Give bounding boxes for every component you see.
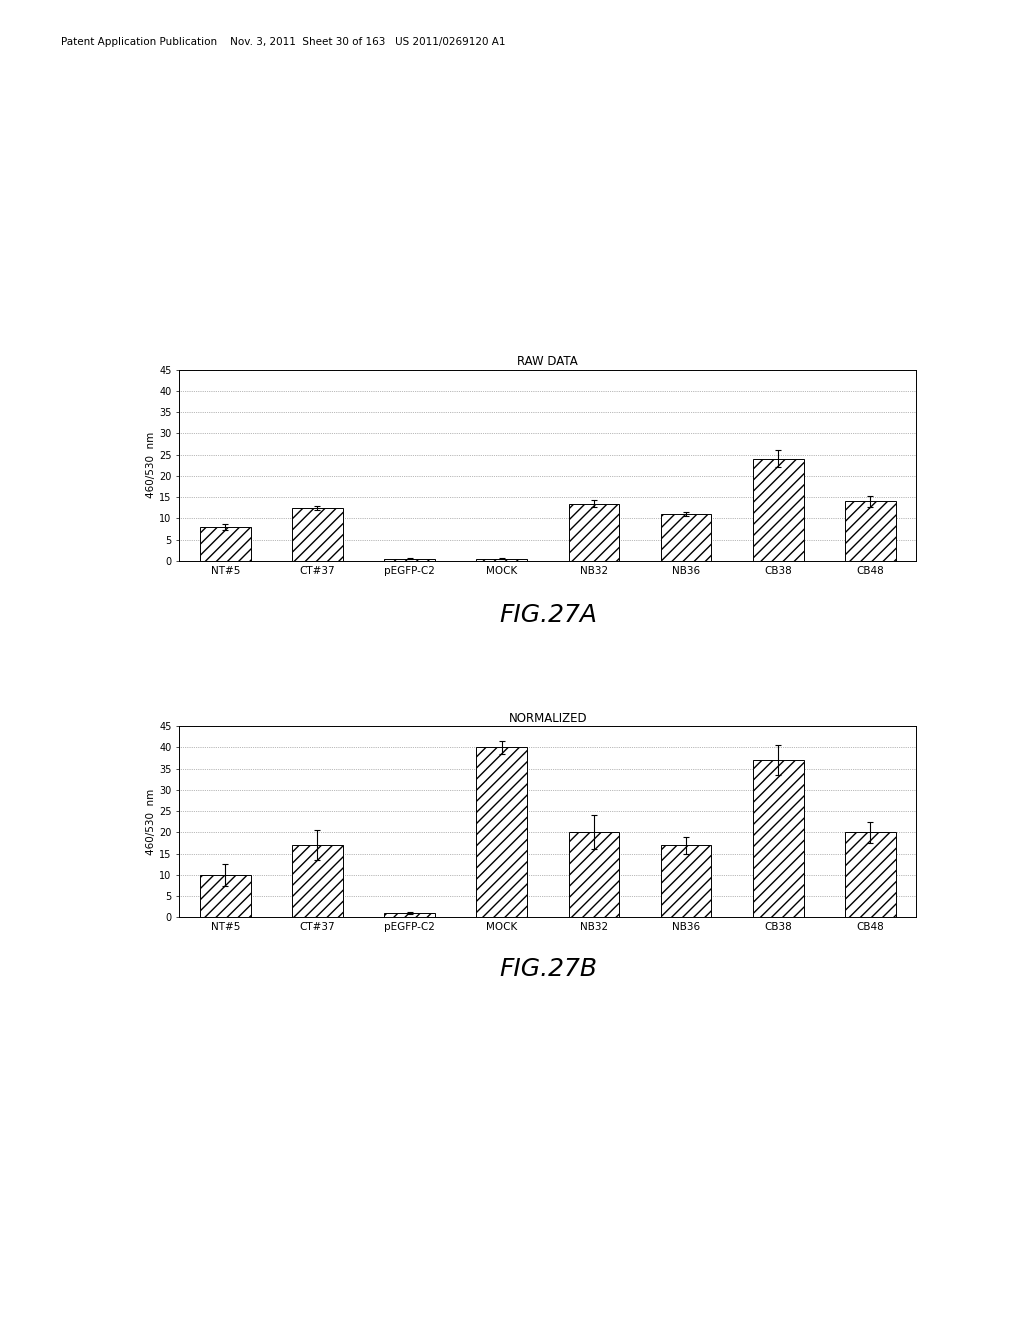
Bar <box>845 502 896 561</box>
Bar <box>292 508 343 561</box>
Text: Patent Application Publication    Nov. 3, 2011  Sheet 30 of 163   US 2011/026912: Patent Application Publication Nov. 3, 2… <box>61 37 506 48</box>
Bar <box>200 527 251 561</box>
Bar <box>200 875 251 917</box>
Bar <box>660 845 712 917</box>
Text: FIG.27A: FIG.27A <box>499 603 597 627</box>
Y-axis label: 460/530  nm: 460/530 nm <box>146 432 157 499</box>
Bar <box>753 760 804 917</box>
Bar <box>845 833 896 917</box>
Title: RAW DATA: RAW DATA <box>517 355 579 368</box>
Bar <box>568 833 620 917</box>
Bar <box>753 459 804 561</box>
Bar <box>660 515 712 561</box>
Bar <box>384 558 435 561</box>
Bar <box>476 747 527 917</box>
Y-axis label: 460/530  nm: 460/530 nm <box>146 788 157 855</box>
Bar <box>568 504 620 561</box>
Bar <box>476 558 527 561</box>
Bar <box>384 913 435 917</box>
Title: NORMALIZED: NORMALIZED <box>509 711 587 725</box>
Text: FIG.27B: FIG.27B <box>499 957 597 981</box>
Bar <box>292 845 343 917</box>
